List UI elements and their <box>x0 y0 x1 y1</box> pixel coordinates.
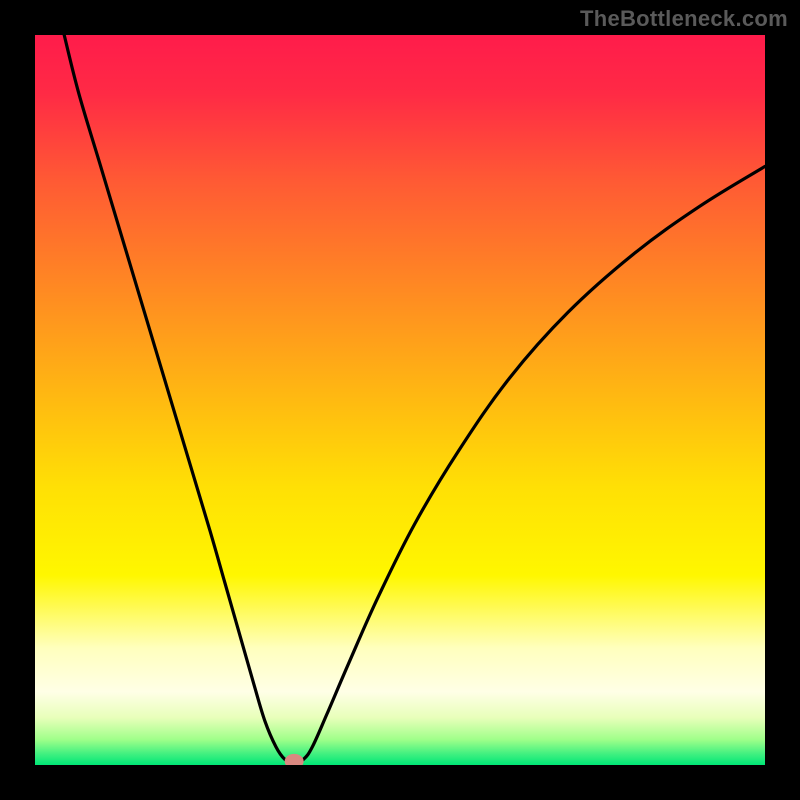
chart-svg <box>35 35 765 765</box>
optimal-point-marker <box>285 754 303 765</box>
chart-plot-area <box>35 35 765 765</box>
watermark-text: TheBottleneck.com <box>580 6 788 32</box>
chart-background <box>35 35 765 765</box>
